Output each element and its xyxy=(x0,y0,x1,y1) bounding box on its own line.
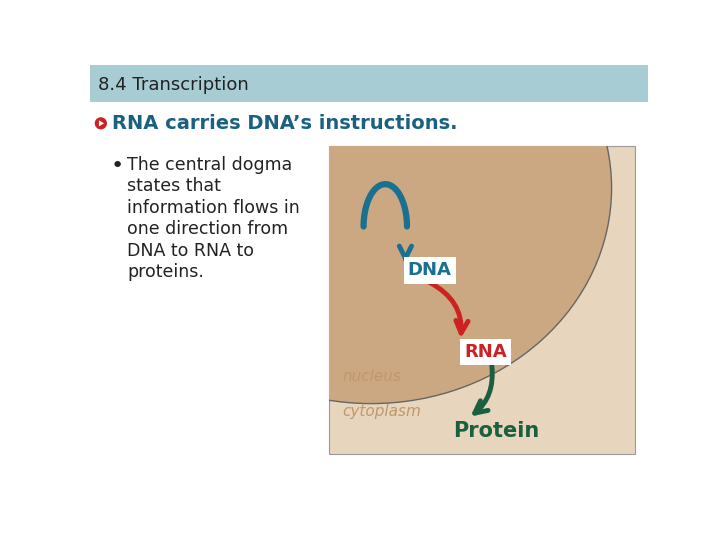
Circle shape xyxy=(96,118,107,129)
Text: proteins.: proteins. xyxy=(127,264,204,281)
Text: DNA: DNA xyxy=(408,261,451,279)
Bar xyxy=(329,146,635,454)
Text: cytoplasm: cytoplasm xyxy=(343,403,421,418)
Ellipse shape xyxy=(131,0,611,403)
Text: nucleus: nucleus xyxy=(343,369,402,384)
Text: 8.4 Transcription: 8.4 Transcription xyxy=(98,76,248,94)
Text: RNA carries DNA’s instructions.: RNA carries DNA’s instructions. xyxy=(112,114,457,133)
Text: information flows in: information flows in xyxy=(127,199,300,217)
Text: •: • xyxy=(110,156,124,176)
Polygon shape xyxy=(99,120,104,126)
Text: DNA to RNA to: DNA to RNA to xyxy=(127,242,254,260)
Text: one direction from: one direction from xyxy=(127,220,288,238)
Text: The central dogma: The central dogma xyxy=(127,156,292,174)
Bar xyxy=(90,65,648,102)
Text: states that: states that xyxy=(127,177,221,195)
Text: Protein: Protein xyxy=(453,421,539,441)
Text: RNA: RNA xyxy=(464,343,507,361)
